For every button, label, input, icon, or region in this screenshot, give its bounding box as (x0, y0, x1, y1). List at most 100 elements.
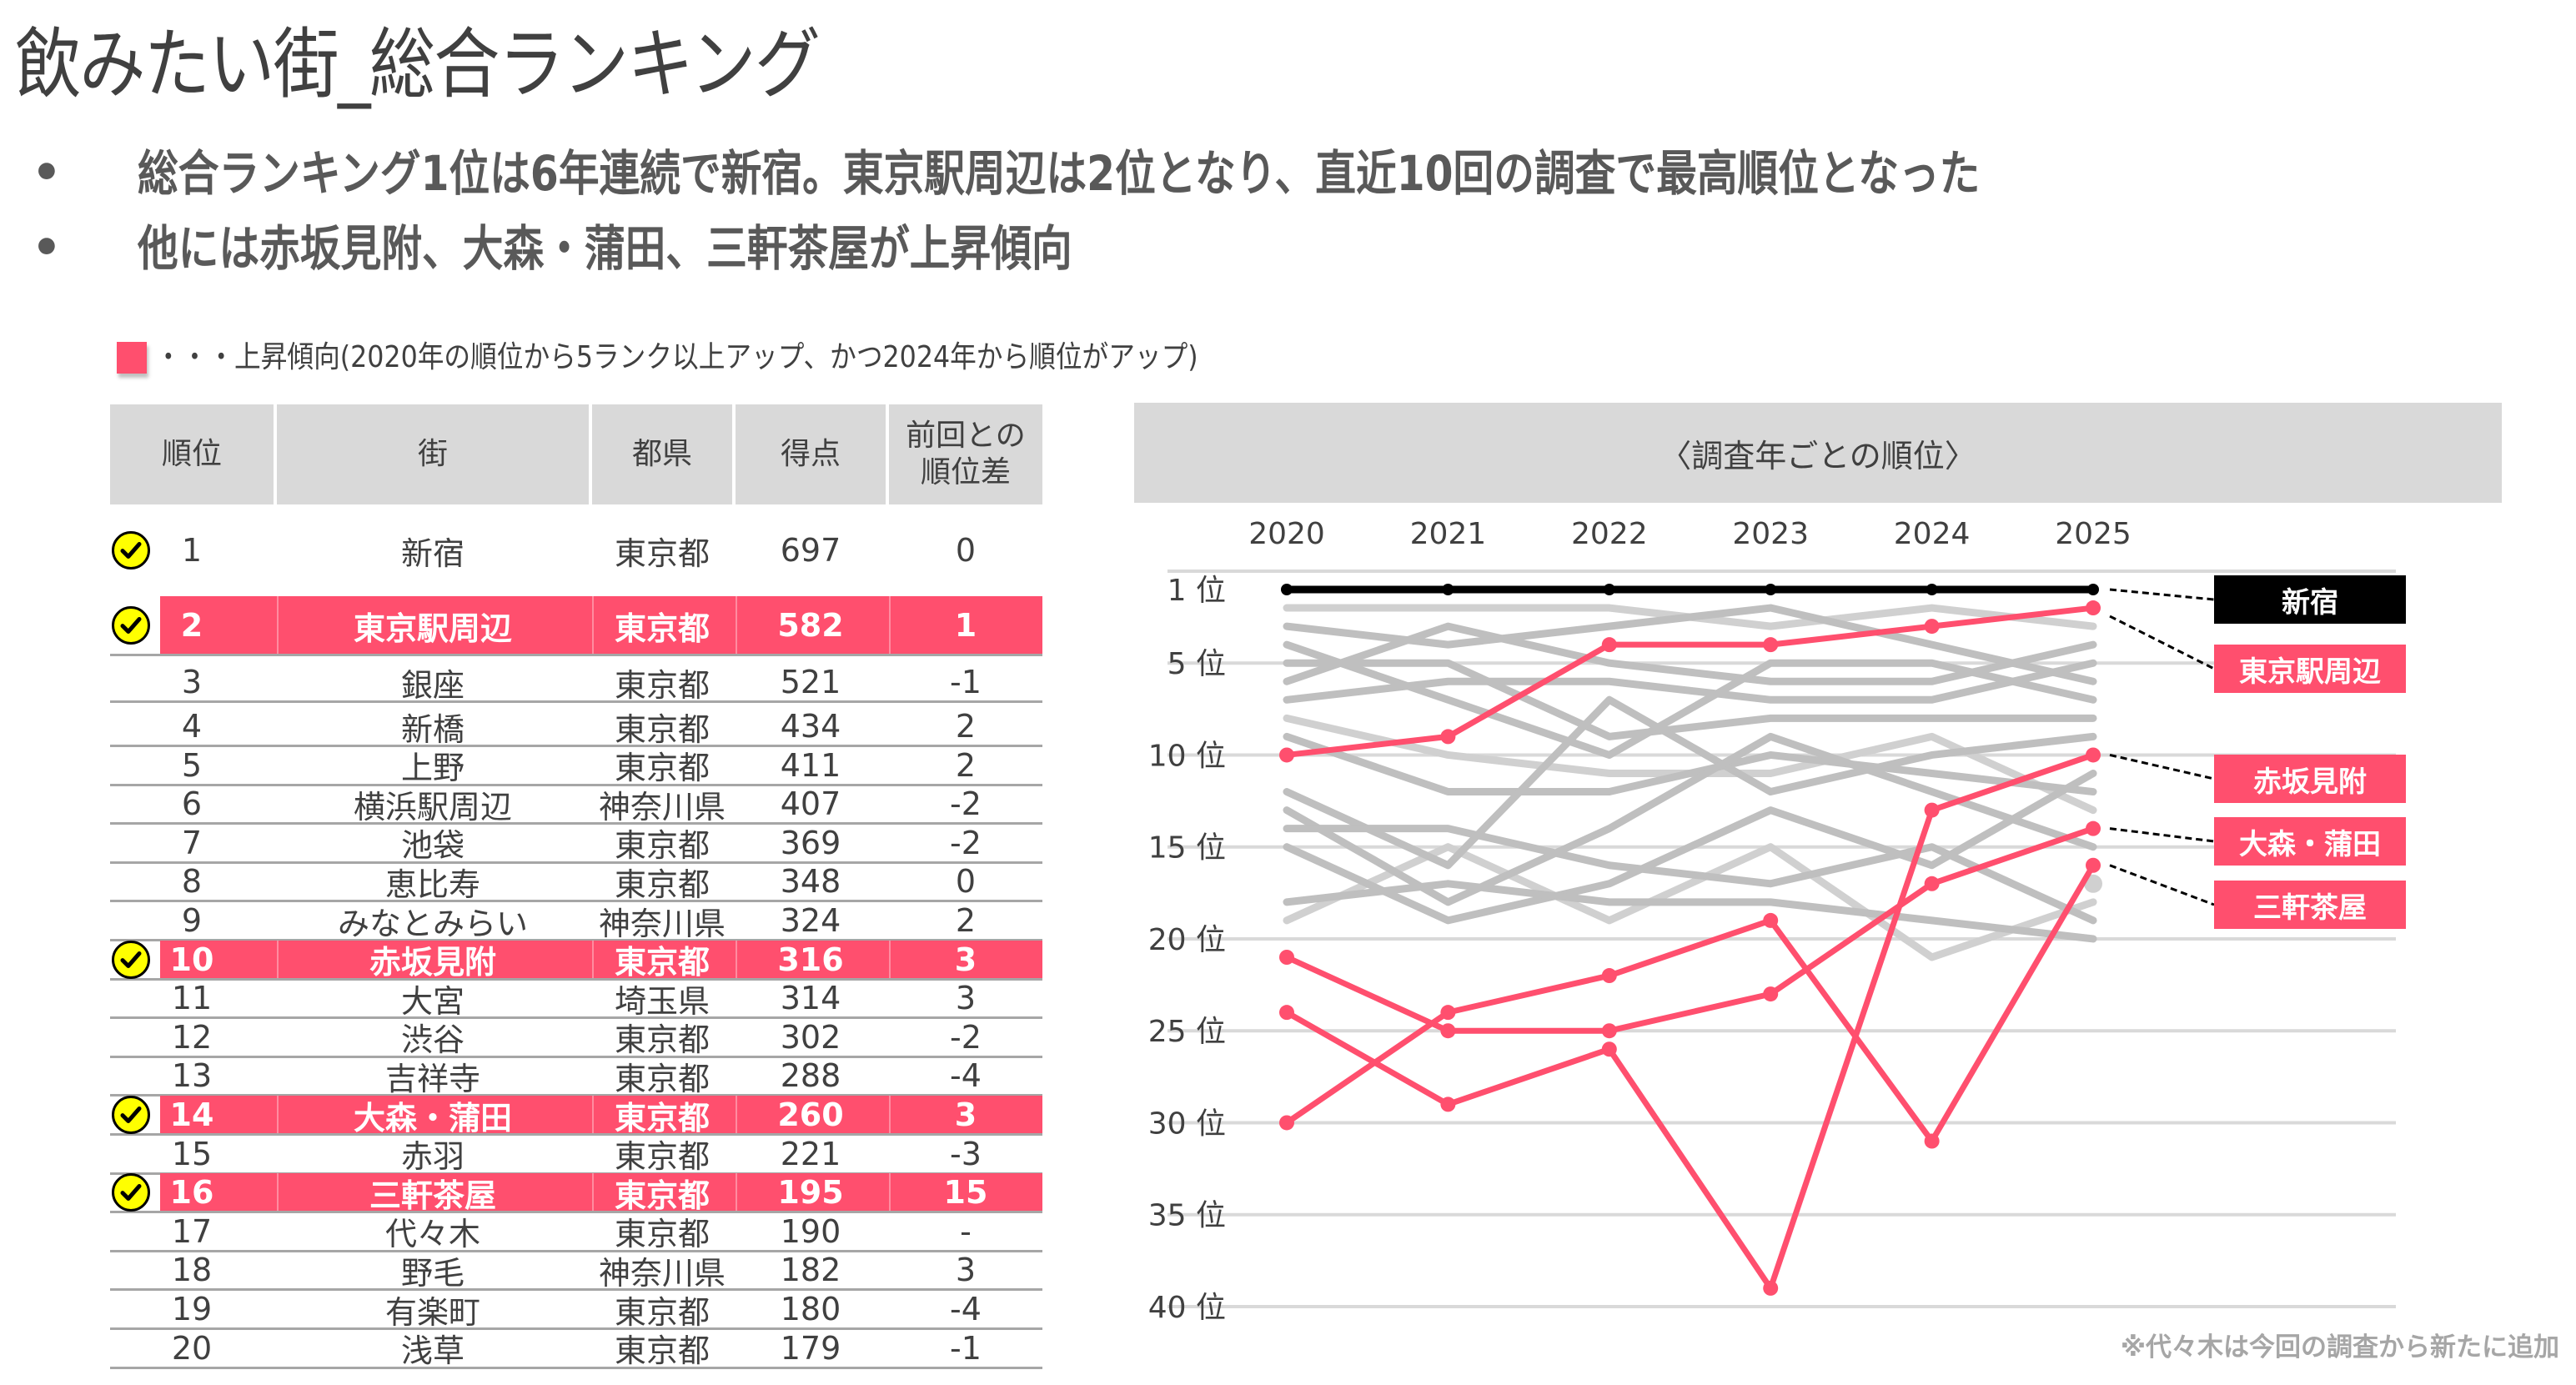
data-point (1603, 584, 1615, 595)
column-separator (277, 1096, 279, 1134)
rank-diff-cell: -2 (950, 785, 982, 823)
rank-diff-cell: 2 (955, 746, 977, 784)
table-row: 5 上野 東京都 411 2 (110, 746, 1042, 786)
prefecture-cell: 東京都 (614, 1332, 710, 1370)
rank-diff-cell: 0 (955, 532, 977, 569)
data-point (1763, 637, 1779, 653)
data-point (1926, 584, 1938, 595)
score-cell: 182 (780, 1252, 841, 1289)
column-separator (736, 1096, 737, 1134)
y-tick-label: 10 位 (1148, 739, 1226, 773)
data-point (2086, 747, 2101, 763)
data-point (2084, 874, 2102, 893)
rank-cell: 1 (181, 532, 203, 569)
y-tick-label: 25 位 (1148, 1015, 1226, 1049)
series-line-other (1283, 825, 2097, 925)
series-label: 新宿 (2214, 575, 2406, 624)
data-point (1924, 802, 1940, 818)
rank-cell: 18 (171, 1252, 213, 1289)
rank-cell: 14 (169, 1096, 214, 1133)
score-cell: 407 (780, 785, 841, 823)
x-tick-label: 2024 (1894, 517, 1971, 551)
rank-diff-cell: -2 (950, 824, 982, 861)
series-label: 大森・蒲田 (2214, 817, 2406, 866)
score-cell: 302 (780, 1018, 841, 1056)
row-divider (110, 1211, 1042, 1214)
rank-diff-cell: 2 (955, 708, 977, 745)
table-row: 15 赤羽 東京都 221 -3 (110, 1135, 1042, 1175)
data-point (1279, 747, 1294, 763)
x-tick-label: 2020 (1248, 517, 1325, 551)
table-header-rank: 順位 (110, 404, 274, 504)
series-line-other (1283, 659, 2097, 740)
prefecture-cell: 東京都 (614, 1021, 710, 1059)
data-point (1601, 1041, 1617, 1057)
score-cell: 697 (780, 532, 841, 569)
row-divider (110, 700, 1042, 703)
rank-cell: 7 (181, 824, 203, 861)
table-row: 6 横浜駅周辺 神奈川県 407 -2 (110, 785, 1042, 825)
rank-diff-cell: 0 (955, 863, 977, 901)
data-point (1279, 1005, 1294, 1021)
table-row: 4 新橋 東京都 434 2 (110, 707, 1042, 748)
town-cell: 吉祥寺 (384, 1060, 480, 1097)
row-divider (110, 783, 1042, 786)
prefecture-cell: 埼玉県 (614, 982, 710, 1020)
rank-diff-cell: -2 (950, 1018, 982, 1056)
leader-line (2109, 864, 2215, 906)
legend-text: ・・・上昇傾向(2020年の順位から5ランク以上アップ、かつ2024年から順位が… (155, 340, 1198, 374)
town-cell: 赤坂見附 (369, 944, 496, 981)
x-tick-label: 2022 (1571, 517, 1648, 551)
score-cell: 260 (777, 1096, 844, 1133)
town-cell: 野毛 (400, 1254, 464, 1292)
data-point (1440, 729, 1456, 745)
town-cell: 代々木 (384, 1216, 480, 1253)
data-point (1924, 1133, 1940, 1149)
data-point (1924, 619, 1940, 635)
score-cell: 521 (780, 664, 841, 700)
rank-diff-cell: 3 (954, 941, 977, 978)
bullet-marker: • (32, 146, 62, 200)
town-cell: みなとみらい (337, 905, 528, 942)
rank-cell: 11 (171, 980, 213, 1017)
rank-cell: 3 (181, 664, 203, 700)
table-row: 12 渋谷 東京都 302 -2 (110, 1018, 1042, 1059)
data-point (2086, 600, 2101, 616)
rank-diff-cell: -4 (950, 1291, 982, 1327)
rank-diff-cell: 3 (955, 980, 977, 1017)
town-cell: 大森・蒲田 (353, 1099, 512, 1137)
rank-cell: 19 (171, 1291, 213, 1327)
data-point (1440, 1096, 1456, 1112)
data-point (1279, 1115, 1294, 1131)
data-point (1281, 584, 1293, 595)
x-tick-label: 2025 (2055, 517, 2132, 551)
leader-line (2109, 588, 2215, 601)
highlight-background (160, 1173, 1042, 1212)
town-cell: 新宿 (400, 534, 464, 572)
series-label: 赤坂見附 (2214, 755, 2406, 803)
score-cell: 582 (777, 607, 844, 644)
series-line-other (1283, 659, 2097, 704)
column-separator (736, 940, 737, 979)
rank-cell: 17 (171, 1212, 213, 1250)
town-cell: 銀座 (400, 666, 464, 704)
table-row: 11 大宮 埼玉県 314 3 (110, 979, 1042, 1020)
prefecture-cell: 東京都 (614, 666, 710, 704)
table-row: 13 吉祥寺 東京都 288 -4 (110, 1056, 1042, 1097)
score-cell: 190 (780, 1212, 841, 1250)
highlight-background (160, 940, 1042, 979)
column-separator (592, 596, 594, 655)
data-point (2086, 820, 2101, 836)
data-point (1601, 1023, 1617, 1039)
score-cell: 179 (780, 1329, 841, 1367)
data-point (1440, 1005, 1456, 1021)
row-divider (110, 654, 1042, 656)
score-cell: 314 (780, 980, 841, 1017)
row-divider (110, 1288, 1042, 1292)
series-line-other (1283, 880, 2097, 943)
rank-cell: 9 (181, 902, 203, 939)
rank-diff-cell: 15 (943, 1174, 988, 1212)
table-row: 7 池袋 東京都 369 -2 (110, 824, 1042, 864)
prefecture-cell: 東京都 (614, 1216, 710, 1253)
score-cell: 411 (780, 746, 841, 784)
